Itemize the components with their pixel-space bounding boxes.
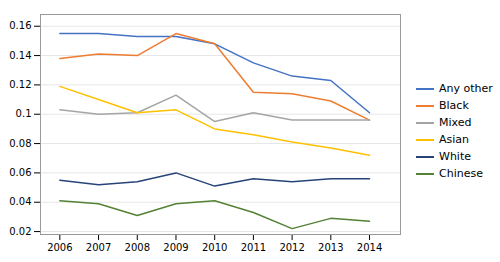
svg-text:0.1: 0.1 <box>16 108 32 119</box>
svg-text:2010: 2010 <box>202 242 227 253</box>
svg-text:0.06: 0.06 <box>9 167 31 178</box>
html-text:Chinese: Chinese <box>439 167 483 180</box>
svg-text:2013: 2013 <box>318 242 343 253</box>
svg-text:0.12: 0.12 <box>9 79 31 90</box>
svg-text:2012: 2012 <box>279 242 304 253</box>
svg-text:0.04: 0.04 <box>9 196 31 207</box>
svg-text:0.08: 0.08 <box>9 138 31 149</box>
svg-text:2007: 2007 <box>86 242 111 253</box>
svg-text:0.14: 0.14 <box>9 50 31 61</box>
svg-text:0.02: 0.02 <box>9 226 31 237</box>
svg-text:2014: 2014 <box>357 242 382 253</box>
svg-text:2011: 2011 <box>241 242 266 253</box>
html-text:White: White <box>439 150 471 163</box>
html-text:Any other: Any other <box>439 82 493 95</box>
svg-text:2009: 2009 <box>163 242 188 253</box>
svg-text:2008: 2008 <box>125 242 150 253</box>
html-text:Black: Black <box>439 99 469 112</box>
svg-text:0.16: 0.16 <box>9 20 31 31</box>
svg-text:2006: 2006 <box>47 242 72 253</box>
html-text:Asian: Asian <box>439 133 469 146</box>
html-text:Mixed: Mixed <box>439 116 472 129</box>
